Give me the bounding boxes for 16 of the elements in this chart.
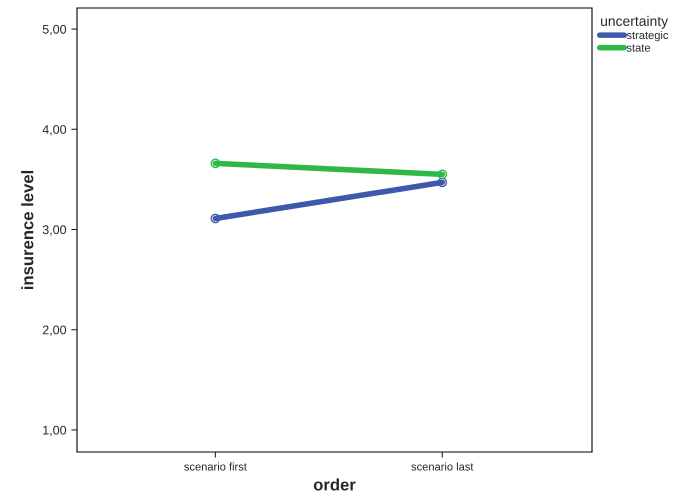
y-tick-label: 2,00	[42, 326, 66, 336]
legend-title: uncertainty	[601, 16, 668, 29]
y-tick-label: 4,00	[42, 125, 66, 136]
legend-label: strategic	[626, 30, 668, 42]
legend-label: state	[626, 44, 650, 52]
x-axis-title: order	[314, 478, 356, 491]
point	[210, 214, 220, 224]
point	[210, 158, 220, 168]
y-tick-label: 5,00	[42, 24, 66, 36]
point	[437, 178, 448, 188]
y-tick-label: 3,00	[42, 225, 66, 236]
y-axis-title: insurence level	[21, 170, 34, 290]
x-tick-label: scenario first	[184, 462, 247, 471]
y-tick-label: 1,00	[43, 426, 66, 436]
point	[437, 170, 448, 180]
x-tick-label: scenario last	[411, 462, 474, 471]
